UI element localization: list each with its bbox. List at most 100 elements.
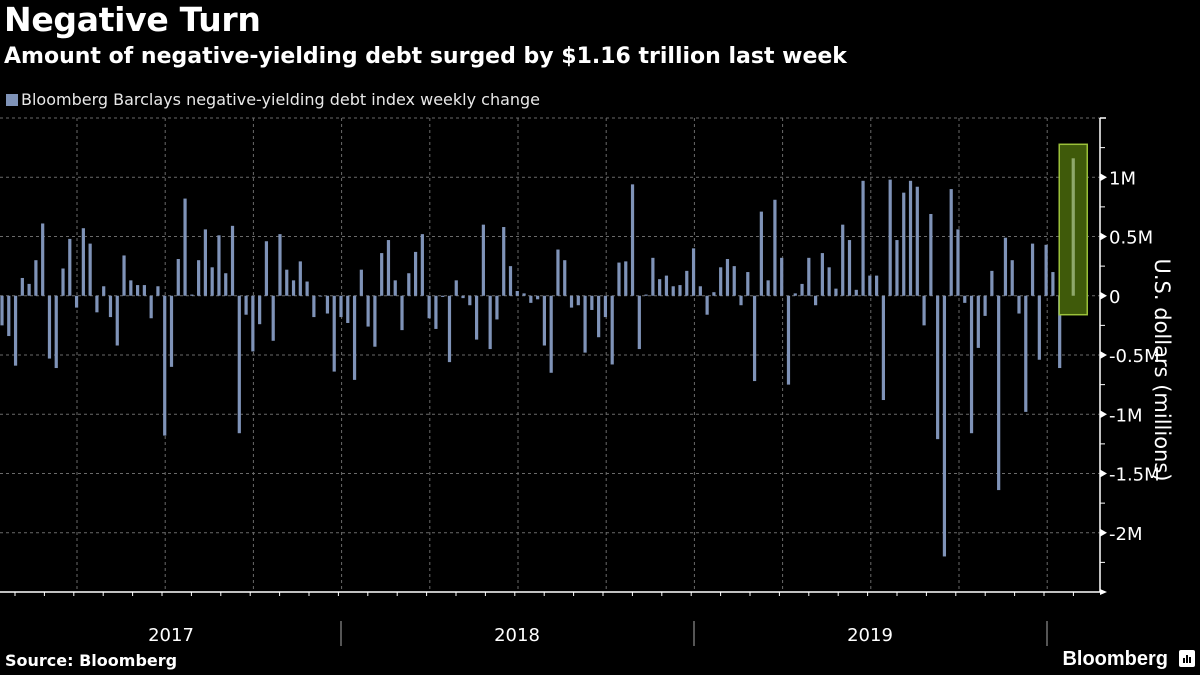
bar bbox=[346, 295, 350, 324]
bar bbox=[359, 269, 363, 296]
bar bbox=[875, 275, 879, 296]
bar bbox=[536, 295, 540, 300]
bar bbox=[108, 295, 113, 318]
y-tick-labels: 1M 0.5M 0 -0.5M -1M -1.5M -2M bbox=[1109, 168, 1160, 545]
chart-title: Negative Turn bbox=[4, 0, 261, 39]
bar bbox=[861, 180, 865, 296]
bar bbox=[136, 285, 140, 296]
x-year-label: 2017 bbox=[148, 625, 194, 646]
bar bbox=[203, 229, 207, 296]
source-note: Source: Bloomberg bbox=[5, 651, 178, 670]
bar bbox=[217, 235, 221, 296]
x-year-label: 2019 bbox=[847, 625, 893, 646]
bar bbox=[603, 295, 608, 318]
bar bbox=[881, 295, 885, 401]
bar bbox=[183, 198, 187, 296]
bar bbox=[719, 267, 723, 296]
bar bbox=[68, 238, 72, 296]
bar bbox=[576, 295, 580, 306]
bar bbox=[1017, 295, 1021, 314]
highlighted-bar bbox=[1071, 158, 1075, 296]
bar bbox=[969, 295, 974, 434]
y-tick-label: 1M bbox=[1109, 168, 1136, 189]
x-year-label: 2018 bbox=[494, 625, 540, 646]
bar bbox=[7, 295, 11, 337]
bar bbox=[508, 266, 513, 296]
y-tick-marker bbox=[1100, 528, 1107, 537]
bar bbox=[54, 295, 58, 369]
highlight-group bbox=[1058, 143, 1088, 316]
bar bbox=[990, 270, 994, 296]
bar bbox=[902, 192, 906, 296]
bar bbox=[698, 286, 702, 296]
bar bbox=[197, 260, 201, 296]
bar bbox=[549, 295, 553, 373]
bar bbox=[169, 295, 174, 367]
bar-series bbox=[0, 179, 1069, 557]
bar bbox=[1037, 295, 1041, 360]
bar bbox=[644, 294, 648, 296]
bar bbox=[1003, 237, 1008, 296]
bar bbox=[407, 273, 411, 296]
y-tick-label: 0.5M bbox=[1109, 228, 1153, 249]
bar bbox=[637, 295, 641, 350]
bar bbox=[1024, 295, 1028, 412]
bar bbox=[949, 189, 953, 296]
bar bbox=[691, 248, 696, 296]
bar bbox=[149, 295, 153, 319]
bar bbox=[732, 266, 736, 296]
bar bbox=[583, 295, 587, 353]
bar bbox=[793, 293, 797, 296]
bar bbox=[237, 295, 241, 434]
bar bbox=[1010, 260, 1014, 296]
bar bbox=[1030, 243, 1035, 296]
bar bbox=[413, 251, 418, 296]
bar bbox=[20, 277, 24, 296]
bar bbox=[847, 240, 852, 296]
bar bbox=[142, 285, 146, 296]
bar bbox=[976, 295, 980, 348]
bar bbox=[671, 286, 675, 296]
bar bbox=[325, 295, 330, 314]
y-tick-label: -1M bbox=[1109, 405, 1142, 426]
bar bbox=[298, 261, 302, 296]
bar bbox=[434, 295, 438, 329]
bar bbox=[400, 295, 404, 331]
bar bbox=[800, 283, 804, 296]
bar bbox=[522, 293, 526, 296]
bar bbox=[461, 295, 465, 299]
bar bbox=[190, 294, 194, 296]
bar bbox=[163, 295, 167, 436]
bar bbox=[393, 280, 397, 296]
y-tick-marker bbox=[1100, 291, 1107, 300]
bar bbox=[74, 295, 79, 308]
bar bbox=[515, 291, 519, 296]
bar bbox=[34, 260, 38, 296]
bar bbox=[814, 295, 818, 306]
bar bbox=[786, 295, 791, 385]
bar bbox=[258, 295, 262, 325]
y-tick-marker bbox=[1100, 351, 1107, 359]
bar bbox=[95, 295, 99, 313]
bar bbox=[420, 234, 424, 296]
bar bbox=[997, 295, 1001, 491]
bar bbox=[1044, 244, 1048, 296]
bar bbox=[454, 280, 458, 296]
bar bbox=[481, 224, 485, 296]
bar bbox=[759, 211, 763, 296]
bar bbox=[854, 289, 858, 296]
bloomberg-chart-icon bbox=[1179, 650, 1195, 667]
bar bbox=[922, 295, 926, 326]
bar bbox=[685, 270, 689, 296]
y-tick-marker bbox=[1100, 410, 1107, 419]
bar bbox=[447, 295, 452, 363]
bar bbox=[529, 295, 533, 303]
bar bbox=[773, 199, 777, 296]
y-tick-label: 0 bbox=[1109, 287, 1120, 308]
bar bbox=[888, 179, 892, 296]
bar bbox=[102, 286, 106, 296]
bar bbox=[827, 267, 831, 296]
bar bbox=[739, 295, 743, 306]
bar bbox=[366, 295, 370, 327]
